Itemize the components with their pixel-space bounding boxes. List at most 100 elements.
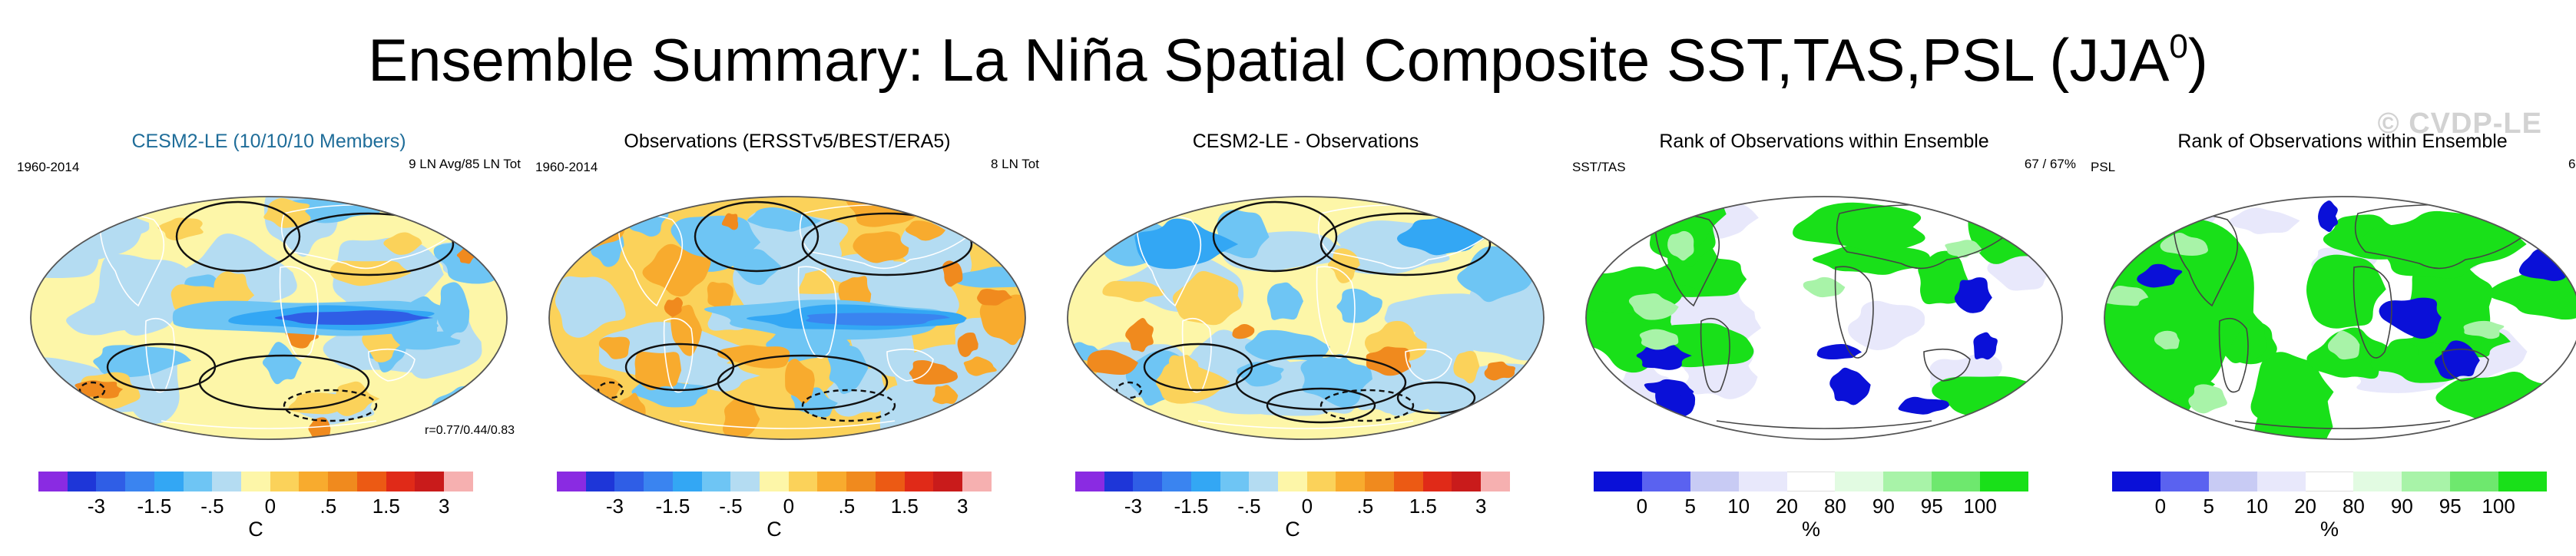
psl-contour-dashed [78,381,106,399]
colorbar-tick-label: 0 [2154,495,2167,518]
colorbar-swatch [241,472,270,491]
rank-region-high [1793,202,1925,253]
anomaly-region [1366,346,1412,376]
anomaly-region [1102,280,1164,303]
coastline [1316,266,1356,359]
anomaly-region [1134,218,1239,270]
coastline [1834,266,1874,359]
colorbar-swatch [67,472,97,491]
anomaly-region [747,207,822,232]
psl-contour [694,200,819,273]
panel-title: CESM2-LE (10/10/10 Members) [131,131,406,152]
colorbar-tick-label: 5 [2203,495,2214,518]
panel-variables: PSL [2091,160,2116,174]
colorbar-swatch [1786,472,1836,491]
colorbar-swatch [1835,472,1884,491]
colorbar-swatch [644,472,673,491]
colorbar [2112,472,2547,491]
colorbar-unit: % [1801,518,1821,541]
coastline [1405,348,1452,382]
anomaly-region [785,359,815,404]
rank-region-low [1898,396,1950,415]
panel-period: 1960-2014 [535,160,598,174]
anomaly-region [942,260,963,287]
anomaly-region [953,266,1025,288]
colorbar-tick-label: 1.5 [372,495,400,518]
colorbar-swatch [1738,472,1787,491]
psl-contour-dashed [1319,389,1415,422]
panel-model-composite: CESM2-LE (10/10/10 Members) 1960-2014 9 … [8,129,530,544]
colorbar [1594,472,2028,491]
colorbar-tick-label: -.5 [719,495,743,518]
colorbar-tick-label: 100 [1963,495,1997,518]
rank-region [2494,409,2576,438]
rank-region-low [1593,205,1621,243]
rank-region-low [1973,332,1998,360]
colorbar-swatch [1481,472,1510,491]
anomaly-region [329,260,412,286]
anomaly-region [598,336,631,359]
globe-outline [1585,196,2063,440]
rank-region-low [2318,200,2339,233]
anomaly-region [642,243,711,297]
anomaly-region [957,333,978,357]
colorbar-tick-label: -1.5 [655,495,690,518]
anomaly-region [1125,318,1154,352]
panel-rank-sst-tas: Rank of Observations within Ensemble SST… [1563,129,2085,544]
rank-region-low [1816,343,1862,360]
psl-contour-dashed [801,389,896,422]
panel-count: 8 LN Tot [990,157,1039,171]
anomaly-region [995,410,1025,434]
colorbar [1075,472,1510,491]
rank-region [2104,285,2149,306]
anomaly-region [1087,349,1138,376]
colorbar-unit: C [248,518,263,541]
psl-contour-dashed [283,389,378,422]
anomaly-region [1300,354,1372,408]
coastline [618,214,684,307]
globe-outline [548,196,1026,440]
colorbar-swatch [415,472,445,491]
colorbar-tick-label: 0 [783,495,795,518]
colorbar-tick-label: 3 [957,495,968,518]
colorbar-swatch [2112,472,2160,491]
colorbar-tick-label: 0 [1301,495,1313,518]
globe-map [548,196,1026,440]
anomaly-region [905,220,946,241]
anomaly-region [853,231,909,263]
colorbar-swatch [1594,472,1642,491]
rank-region-low [1829,367,1871,405]
panel-observations: Observations (ERSSTv5/BEST/ERA5) 1960-20… [526,129,1048,544]
psl-contour [1396,381,1476,415]
rank-region-high [2362,210,2527,279]
colorbar-swatch [904,472,934,491]
page-title: Ensemble Summary: La Niña Spatial Compos… [0,23,2576,97]
panel-variables: SST/TAS [1572,160,1626,174]
psl-contour [1319,212,1492,276]
anomaly-region [664,296,683,317]
colorbar-swatch [1075,472,1104,491]
colorbar-swatch [1190,472,1220,491]
globe-map [1585,196,2063,440]
colorbar-swatch [1249,472,1279,491]
colorbar-swatch [96,472,126,491]
psl-contour [1212,200,1338,273]
anomaly-region [552,245,574,267]
anomaly-region [1168,355,1199,383]
cold-tongue-core [806,313,951,326]
watermark: © CVDP-LE [2377,108,2542,140]
title-close: ) [2187,26,2208,94]
colorbar-tick-label: 10 [2246,495,2269,518]
rank-region-low [1636,342,1692,370]
coastline [2218,317,2249,393]
colorbar-swatch [1133,472,1163,491]
panel-summary: 69% [2568,157,2576,171]
rank-region-high [2250,352,2334,426]
psl-contour [175,200,301,273]
rank-region [1628,293,1679,320]
rank-region [2188,384,2227,414]
psl-contour-dashed [1115,381,1143,399]
panel-summary: 67 / 67% [2024,157,2076,171]
colorbar-swatch [817,472,847,491]
colorbar-swatch [788,472,818,491]
